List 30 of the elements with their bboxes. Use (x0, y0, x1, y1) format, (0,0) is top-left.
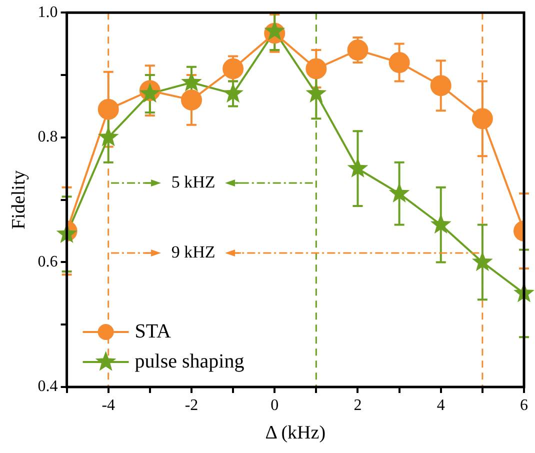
legend-label: STA (134, 320, 172, 342)
point (306, 82, 327, 103)
x-tick-label: -2 (184, 396, 198, 414)
x-tick-label: 6 (520, 396, 528, 414)
point (388, 182, 410, 202)
y-axis-title: Fidelity (8, 170, 30, 230)
point (430, 214, 452, 234)
point (430, 75, 452, 96)
x-tick-label: 0 (270, 396, 279, 414)
point (347, 158, 368, 178)
y-tick-label: 1.0 (38, 4, 58, 21)
point (222, 58, 244, 80)
point (388, 52, 410, 74)
point (472, 251, 493, 272)
annotation: 5 kHZ (171, 172, 216, 192)
point (472, 108, 493, 130)
point (306, 58, 327, 80)
y-tick-label: 0.8 (38, 128, 58, 146)
x-tick-label: 4 (436, 396, 445, 414)
annotation: 9 kHZ (171, 242, 216, 262)
y-tick-label: 0.4 (38, 378, 58, 396)
x-tick-label: -4 (102, 396, 116, 414)
x-axis-title: Δ (kHz) (265, 422, 326, 444)
point (222, 82, 244, 103)
y-tick-label: 0.6 (38, 253, 58, 270)
x-tick-label: 2 (354, 396, 362, 414)
point (347, 40, 368, 61)
point (180, 89, 202, 110)
legend-label: pulse shaping (134, 350, 244, 372)
point (98, 98, 119, 120)
